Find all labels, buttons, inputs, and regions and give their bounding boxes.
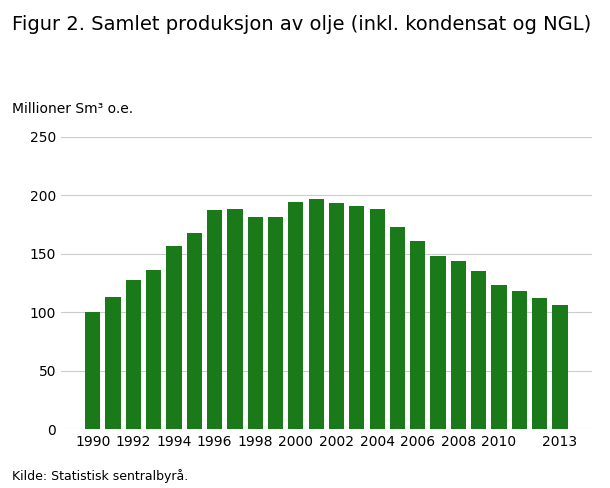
Bar [532,298,547,429]
Bar [492,285,507,429]
Bar [126,280,141,429]
Bar [85,312,101,429]
Bar [207,210,222,429]
Text: Kilde: Statistisk sentralbyrå.: Kilde: Statistisk sentralbyrå. [12,469,188,483]
Bar [167,245,182,429]
Bar [289,202,304,429]
Bar [248,218,263,429]
Bar [370,209,385,429]
Bar [349,206,364,429]
Bar [552,305,567,429]
Bar [268,218,283,429]
Bar [410,241,425,429]
Bar [187,233,202,429]
Text: Figur 2. Samlet produksjon av olje (inkl. kondensat og NGL): Figur 2. Samlet produksjon av olje (inkl… [12,15,592,34]
Bar [431,256,446,429]
Bar [146,270,161,429]
Bar [309,199,324,429]
Text: Millioner Sm³ o.e.: Millioner Sm³ o.e. [12,102,134,117]
Bar [106,297,121,429]
Bar [329,203,344,429]
Bar [390,227,405,429]
Bar [451,261,466,429]
Bar [228,209,243,429]
Bar [512,291,527,429]
Bar [471,271,486,429]
